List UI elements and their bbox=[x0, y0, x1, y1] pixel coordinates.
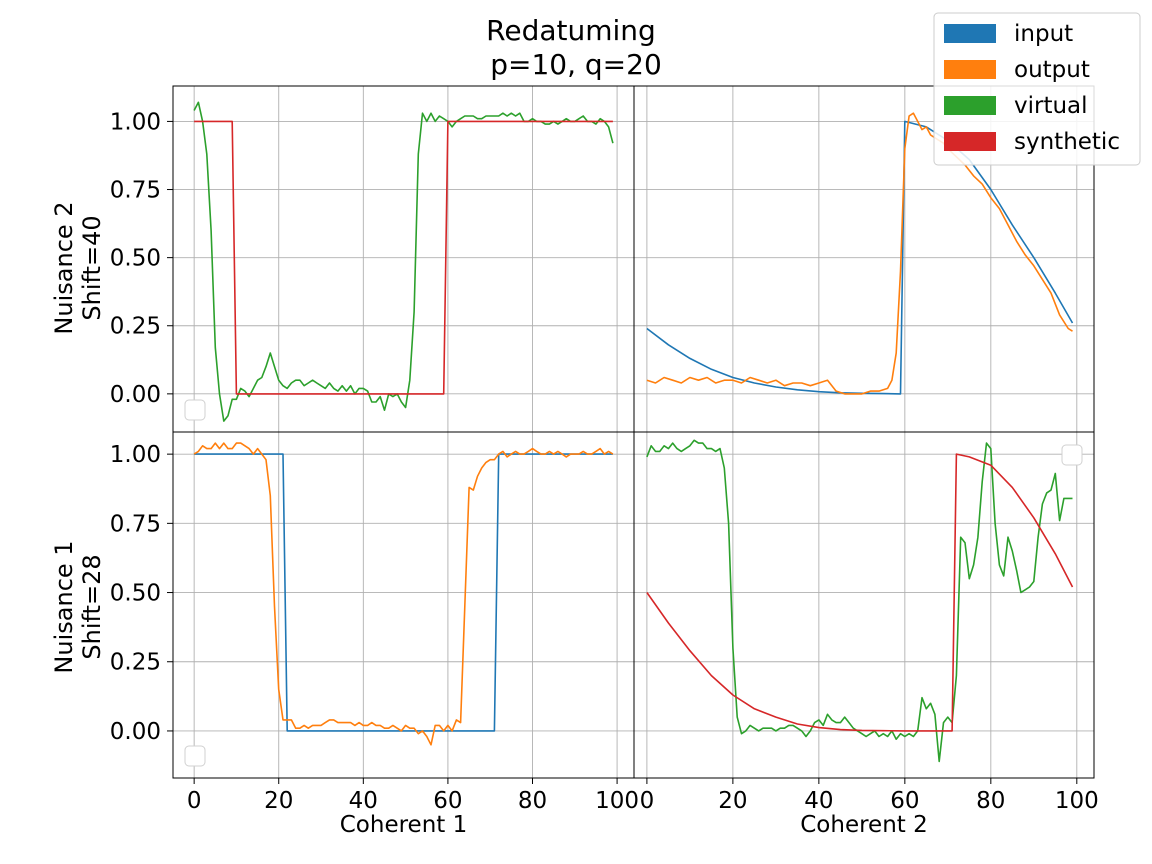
series-line-output bbox=[193, 442, 614, 746]
legend-swatch-output bbox=[944, 60, 996, 79]
series-line-synthetic bbox=[194, 120, 613, 395]
series-line-virtual bbox=[193, 101, 614, 422]
row-label-top-line2: Shift=40 bbox=[78, 215, 106, 320]
x-axis-label: Coherent 2 bbox=[800, 812, 928, 838]
panels: 0.00 0.25 0.50 0.75 1.00 0.00 0.25 0.50 0.75 1.00… bbox=[110, 85, 1099, 838]
figure-title-line2: p=10, q=20 bbox=[490, 48, 662, 81]
series-line-input bbox=[646, 120, 1074, 395]
legend-swatch-synthetic bbox=[944, 132, 996, 151]
y-tick-label: 0.00 bbox=[110, 382, 161, 408]
y-tick-label: 0.75 bbox=[110, 511, 161, 537]
legend-label-input: input bbox=[1014, 21, 1073, 47]
empty-legend-box bbox=[184, 399, 206, 421]
legend-swatch-virtual bbox=[944, 96, 996, 115]
legend-label-virtual: virtual bbox=[1014, 93, 1088, 119]
x-tick-label: 0 bbox=[640, 788, 655, 814]
x-tick-label: 0 bbox=[187, 788, 202, 814]
x-tick-label: 100 bbox=[1055, 788, 1099, 814]
x-tick-label: 60 bbox=[433, 788, 462, 814]
x-tick-label: 60 bbox=[890, 788, 919, 814]
series-line-output bbox=[646, 112, 1073, 395]
x-tick-label: 40 bbox=[349, 788, 378, 814]
row-label-bottom: Nuisance 1 Shift=28 bbox=[50, 540, 106, 673]
panel-top-left: 0.00 0.25 0.50 0.75 1.00 bbox=[110, 85, 635, 433]
y-tick-label: 0.25 bbox=[110, 314, 161, 340]
legend-label-synthetic: synthetic bbox=[1014, 129, 1120, 155]
empty-legend-box bbox=[1061, 444, 1083, 466]
row-label-bottom-line1: Nuisance 1 bbox=[50, 540, 78, 673]
row-label-top-line1: Nuisance 2 bbox=[50, 201, 78, 334]
series-line-virtual bbox=[646, 439, 1073, 763]
x-tick-label: 20 bbox=[264, 788, 293, 814]
series-line-input bbox=[194, 453, 613, 732]
x-tick-label: 80 bbox=[976, 788, 1005, 814]
y-tick-label: 1.00 bbox=[110, 109, 161, 135]
panel-bottom-right: 0 20 40 60 80 100 Coherent 2 bbox=[633, 431, 1099, 838]
y-tick-label: 0.00 bbox=[110, 719, 161, 745]
series-line-synthetic bbox=[646, 453, 1074, 732]
x-tick-label: 20 bbox=[718, 788, 747, 814]
legend-label-output: output bbox=[1014, 57, 1090, 83]
panel-frame bbox=[172, 431, 635, 779]
panel-bottom-left: 0.00 0.25 0.50 0.75 1.00 0 20 40 60 80 100 Coherent… bbox=[110, 431, 639, 838]
x-axis-label: Coherent 1 bbox=[340, 812, 468, 838]
row-label-bottom-line2: Shift=28 bbox=[78, 554, 106, 659]
legend: input output virtual synthetic bbox=[933, 12, 1141, 166]
y-tick-label: 0.25 bbox=[110, 650, 161, 676]
panel-top-right bbox=[633, 85, 1095, 433]
x-tick-label: 100 bbox=[595, 788, 639, 814]
panel-frame bbox=[172, 85, 635, 433]
y-tick-label: 0.50 bbox=[110, 246, 161, 272]
legend-swatch-input bbox=[944, 24, 996, 43]
y-tick-label: 0.75 bbox=[110, 178, 161, 204]
empty-legend-box bbox=[184, 745, 206, 767]
x-tick-label: 80 bbox=[518, 788, 547, 814]
x-tick-label: 40 bbox=[804, 788, 833, 814]
panel-frame bbox=[633, 431, 1095, 779]
row-label-top: Nuisance 2 Shift=40 bbox=[50, 201, 106, 334]
figure-title-line1: Redatuming bbox=[486, 14, 656, 47]
legend-frame bbox=[933, 12, 1141, 166]
y-tick-label: 0.50 bbox=[110, 581, 161, 607]
y-tick-label: 1.00 bbox=[110, 442, 161, 468]
